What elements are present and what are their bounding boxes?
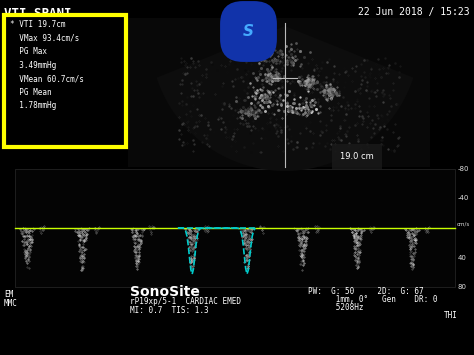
- Text: S: S: [243, 24, 254, 39]
- Bar: [15, 169, 455, 287]
- Text: 5208Hz: 5208Hz: [308, 303, 364, 312]
- Text: VTI SPANI.: VTI SPANI.: [4, 7, 79, 20]
- Text: -40: -40: [458, 196, 469, 202]
- Text: -80: -80: [458, 166, 470, 172]
- Text: MI: 0.7  TIS: 1.3: MI: 0.7 TIS: 1.3: [130, 306, 209, 315]
- Text: 1mm, 0°   Gen    DR: 0: 1mm, 0° Gen DR: 0: [308, 295, 438, 304]
- Bar: [128, 18, 430, 167]
- Text: EM: EM: [4, 290, 13, 299]
- Text: MMC: MMC: [4, 299, 18, 308]
- Text: * VTI 19.7cm
  VMax 93.4cm/s
  PG Max
  3.49mmHg
  VMean 60.7cm/s
  PG Mean
  1.: * VTI 19.7cm VMax 93.4cm/s PG Max 3.49mm…: [10, 20, 84, 110]
- Polygon shape: [156, 26, 413, 171]
- Text: 22 Jun 2018 / 15:23: 22 Jun 2018 / 15:23: [358, 7, 470, 17]
- Text: 80: 80: [458, 284, 467, 290]
- Text: cm/s: cm/s: [457, 221, 470, 226]
- Text: rP19xp/5-1  CARDIAC EMED: rP19xp/5-1 CARDIAC EMED: [130, 297, 241, 306]
- Text: SonoSite: SonoSite: [130, 285, 200, 299]
- Text: 40: 40: [458, 255, 467, 261]
- Text: THI: THI: [444, 311, 458, 320]
- Text: PW:  G: 50     2D:  G: 67: PW: G: 50 2D: G: 67: [308, 287, 424, 296]
- Text: 19.0 cm: 19.0 cm: [340, 152, 374, 161]
